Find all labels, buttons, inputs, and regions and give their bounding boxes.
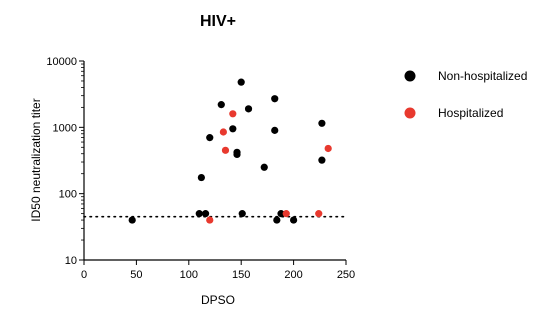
legend-label: Hospitalized [438,106,503,120]
y-axis-label: ID50 neutralization titer [29,98,43,221]
non-hospitalized-point [273,216,281,224]
non-hospitalized-point [201,210,210,218]
non-hospitalized-point [318,156,326,164]
non-hospitalized-point [197,173,205,182]
non-hospitalized-point [195,210,203,218]
hospitalized-point [324,144,332,153]
x-tick-label: 50 [130,269,142,281]
non-hospitalized-point [238,210,246,218]
non-hospitalized-point [271,95,279,103]
hospitalized-point [229,110,237,118]
y-tick-label: 1000 [53,122,77,134]
hospitalized-point [315,210,323,218]
x-tick-label: 100 [180,269,198,281]
non-hospitalized-point [318,119,326,127]
non-hospitalized-point [233,150,241,159]
hospitalized-point [282,210,290,218]
legend: Non-hospitalized Hospitalized [404,69,527,120]
non-hospitalized-point [290,216,298,224]
hospitalized-point [206,216,214,224]
legend-marker [404,107,416,119]
y-tick-label: 100 [59,189,77,201]
hospitalized-point [219,128,227,136]
chart-title: HIV+ [200,13,236,30]
axes: 0 50 100 150 200 250 10 100 1000 10000 [46,56,355,281]
points-layer [128,78,332,224]
non-hospitalized-point [260,163,268,171]
x-tick-label: 250 [337,269,355,281]
legend-label: Non-hospitalized [438,69,527,83]
non-hospitalized-point [237,78,245,86]
y-tick-label: 10000 [46,56,77,68]
non-hospitalized-point [217,101,225,109]
non-hospitalized-point [271,126,279,134]
non-hospitalized-point [277,210,285,218]
legend-marker [404,70,416,82]
y-tick-label: 10 [65,255,77,267]
x-tick-label: 0 [81,269,87,281]
non-hospitalized-point [128,216,136,224]
x-tick-label: 150 [232,269,250,281]
non-hospitalized-point [206,134,214,142]
non-hospitalized-point [229,125,237,133]
hospitalized-point [221,146,230,154]
x-axis-label: DPSO [201,293,235,307]
x-tick-label: 200 [284,269,302,281]
non-hospitalized-point [244,105,253,113]
